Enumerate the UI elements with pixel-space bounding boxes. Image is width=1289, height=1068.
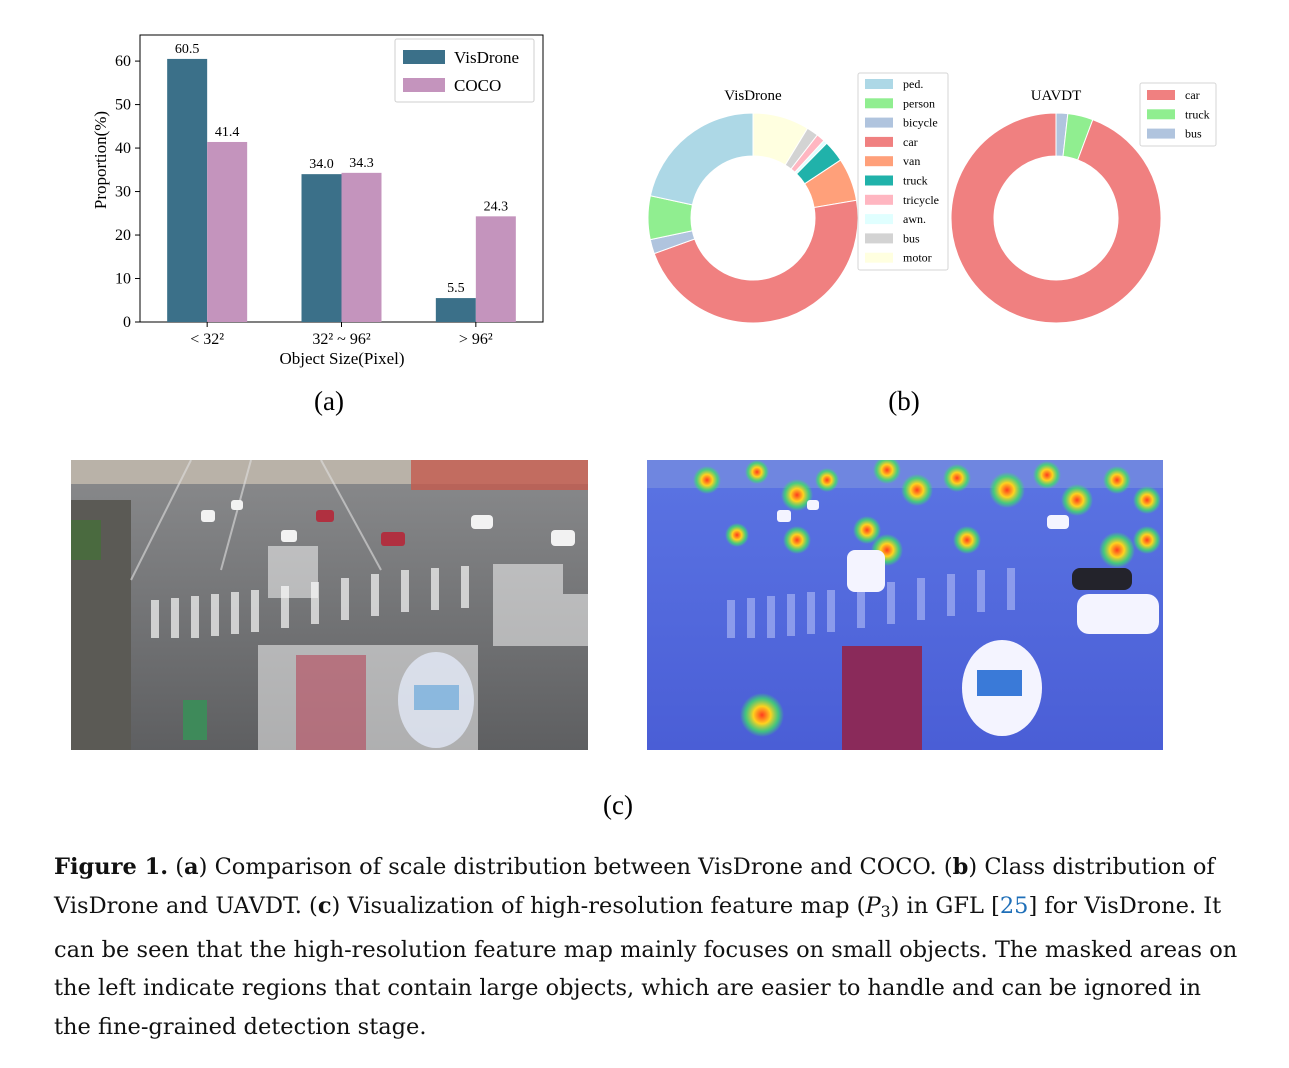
- legend-swatch: [865, 252, 893, 263]
- panel-label-b: (b): [888, 386, 920, 416]
- legend-swatch: [865, 214, 893, 225]
- legend-swatch: [865, 233, 893, 244]
- bar-value-label: 5.5: [447, 281, 465, 296]
- bar-value-label: 41.4: [215, 125, 240, 140]
- legend-label-visdrone: VisDrone: [454, 48, 519, 67]
- caption-letter-b: b: [952, 854, 969, 880]
- legend-label: person: [903, 96, 935, 110]
- bar-value-label: 34.0: [309, 157, 334, 172]
- legend-label: motor: [903, 251, 932, 265]
- panel-label-a: (a): [314, 386, 344, 416]
- legend-swatch: [865, 156, 893, 167]
- caption-text-a: Comparison of scale distribution between…: [214, 854, 953, 880]
- y-axis-label: Proportion(%): [91, 111, 110, 209]
- x-tick-label: < 32²: [190, 331, 224, 348]
- caption-letter-a: a: [184, 854, 199, 880]
- legend-swatch: [865, 175, 893, 186]
- legend-swatch: [1147, 90, 1175, 100]
- bar-coco: [341, 172, 382, 322]
- x-tick-label: 32² ~ 96²: [312, 331, 370, 348]
- legend-visdrone: ped. person bicycle car van truck tricycle awn.…: [857, 72, 949, 271]
- bar-coco: [207, 141, 248, 322]
- donut-title-uavdt: UAVDT: [1031, 88, 1082, 104]
- caption-p-symbol: P: [865, 892, 881, 919]
- caption-rest: ] for VisDrone. It can be seen that the …: [54, 892, 1238, 1040]
- bar-plot-area: 0 10 20 30 40 50 60 < 32² 60.5 41.4 32² ~ 96² 34.0 3…: [115, 34, 544, 348]
- figure-caption: Figure 1. (a) Comparison of scale distri…: [54, 854, 1238, 1040]
- caption-figure-label: Figure 1.: [54, 854, 169, 880]
- legend-label: bus: [1185, 127, 1202, 141]
- caption-citation-link[interactable]: 25: [999, 892, 1029, 919]
- donut-title-visdrone: VisDrone: [724, 88, 782, 104]
- bar-visdrone: [301, 174, 342, 322]
- legend-label-coco: COCO: [454, 76, 501, 95]
- legend-label: car: [903, 135, 918, 149]
- bar-chart: 0 10 20 30 40 50 60 < 32² 60.5 41.4 32² ~ 96² 34.0 3…: [91, 34, 544, 368]
- legend-label: bicycle: [903, 116, 938, 130]
- masked-scene-image: [71, 460, 588, 750]
- donut-charts: VisDrone ped. person bicycle car van truck tri…: [647, 72, 1217, 324]
- bar-value-label: 24.3: [484, 199, 509, 214]
- caption-text-c: Visualization of high-resolution feature…: [347, 892, 866, 919]
- legend-label: ped.: [903, 77, 923, 91]
- y-tick-label: 20: [115, 227, 131, 244]
- slice-car: [653, 199, 859, 324]
- y-tick-label: 10: [115, 271, 131, 288]
- panel-label-c: (c): [603, 790, 633, 820]
- legend-swatch: [865, 194, 893, 205]
- legend-swatch: [865, 98, 893, 109]
- legend-label: bus: [903, 231, 920, 245]
- legend-label: van: [903, 154, 920, 168]
- donut-uavdt: [950, 112, 1162, 324]
- caption-letter-c: c: [317, 892, 332, 919]
- legend-swatch: [865, 79, 893, 89]
- donut-visdrone: [647, 112, 859, 324]
- y-tick-label: 0: [123, 314, 131, 331]
- bar-coco: [475, 216, 516, 322]
- feature-map-image: [647, 460, 1163, 750]
- y-tick-label: 30: [115, 184, 131, 201]
- legend-label: tricycle: [903, 193, 939, 207]
- bar-value-label: 34.3: [349, 156, 374, 171]
- legend-label: truck: [903, 174, 928, 188]
- y-tick-label: 50: [115, 97, 131, 114]
- legend-swatch: [1147, 128, 1175, 139]
- y-tick-label: 40: [115, 140, 131, 157]
- legend-uavdt: car truck bus: [1139, 82, 1217, 147]
- slice-ped: [649, 112, 754, 206]
- slice-car: [950, 112, 1162, 324]
- bar-visdrone: [435, 298, 476, 322]
- x-axis-label: Object Size(Pixel): [279, 349, 404, 368]
- legend: VisDrone COCO: [394, 38, 535, 103]
- legend-swatch: [865, 136, 893, 147]
- y-tick-label: 60: [115, 53, 131, 70]
- bar-value-label: 60.5: [175, 42, 200, 57]
- bar-visdrone: [167, 58, 208, 323]
- legend-label: truck: [1185, 107, 1210, 121]
- legend-label: car: [1185, 88, 1200, 102]
- legend-swatch-visdrone: [403, 50, 445, 64]
- x-tick-label: > 96²: [459, 331, 493, 348]
- caption-text-b: Class distribution of VisDrone and UAVDT…: [54, 854, 1215, 919]
- caption-gfl-text: ) in GFL [: [890, 892, 1000, 919]
- legend-label: awn.: [903, 212, 926, 226]
- legend-swatch: [1147, 109, 1175, 120]
- caption-p-subscript: 3: [880, 901, 891, 921]
- legend-swatch-coco: [403, 78, 445, 92]
- legend-swatch: [865, 117, 893, 128]
